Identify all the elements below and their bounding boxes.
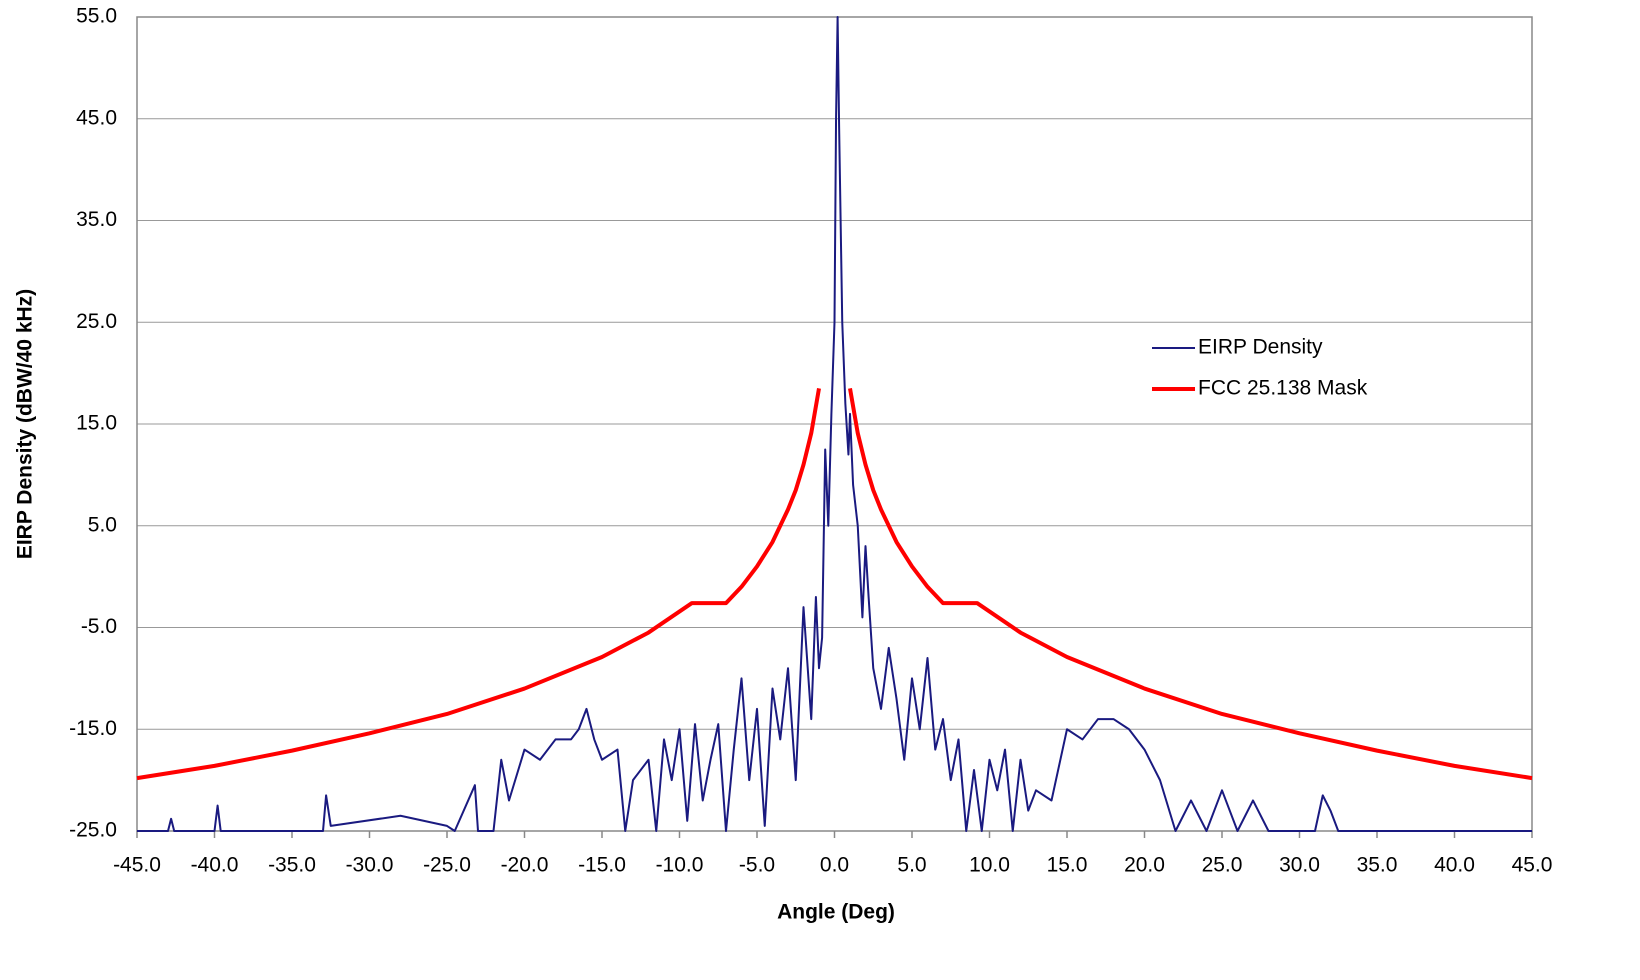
- y-axis-title: EIRP Density (dBW/40 kHz): [14, 289, 37, 559]
- legend-label: FCC 25.138 Mask: [1198, 377, 1368, 400]
- y-tick-label: 45.0: [76, 106, 117, 129]
- x-axis-title: Angle (Deg): [777, 901, 895, 924]
- series-line: [137, 16, 1532, 832]
- x-tick-label: 20.0: [1124, 854, 1165, 877]
- x-tick-label: -45.0: [113, 854, 161, 877]
- y-tick-label: 55.0: [76, 5, 117, 28]
- x-tick-label: -35.0: [268, 854, 316, 877]
- x-tick-label: -10.0: [656, 854, 704, 877]
- x-tick-label: 25.0: [1202, 854, 1243, 877]
- x-tick-label: -5.0: [739, 854, 775, 877]
- legend-label: EIRP Density: [1198, 336, 1323, 359]
- x-tick-label: 15.0: [1047, 854, 1088, 877]
- y-tick-label: -5.0: [81, 615, 117, 638]
- x-tick-label: -15.0: [578, 854, 626, 877]
- x-tick-label: -25.0: [423, 854, 471, 877]
- y-tick-label: 5.0: [88, 513, 117, 536]
- x-tick-label: -20.0: [501, 854, 549, 877]
- y-tick-label: -15.0: [69, 717, 117, 740]
- x-tick-label: 45.0: [1512, 854, 1553, 877]
- x-tick-label: 5.0: [897, 854, 926, 877]
- y-tick-label: 15.0: [76, 412, 117, 435]
- x-tick-label: -30.0: [346, 854, 394, 877]
- series-line: [136, 388, 1533, 781]
- y-tick-label: 25.0: [76, 310, 117, 333]
- x-tick-label: 30.0: [1279, 854, 1320, 877]
- x-tick-label: 0.0: [820, 854, 849, 877]
- x-tick-label: 35.0: [1357, 854, 1398, 877]
- y-tick-label: -25.0: [69, 819, 117, 842]
- x-tick-label: -40.0: [191, 854, 239, 877]
- x-tick-label: 40.0: [1434, 854, 1475, 877]
- y-tick-label: 35.0: [76, 208, 117, 231]
- x-tick-label: 10.0: [969, 854, 1010, 877]
